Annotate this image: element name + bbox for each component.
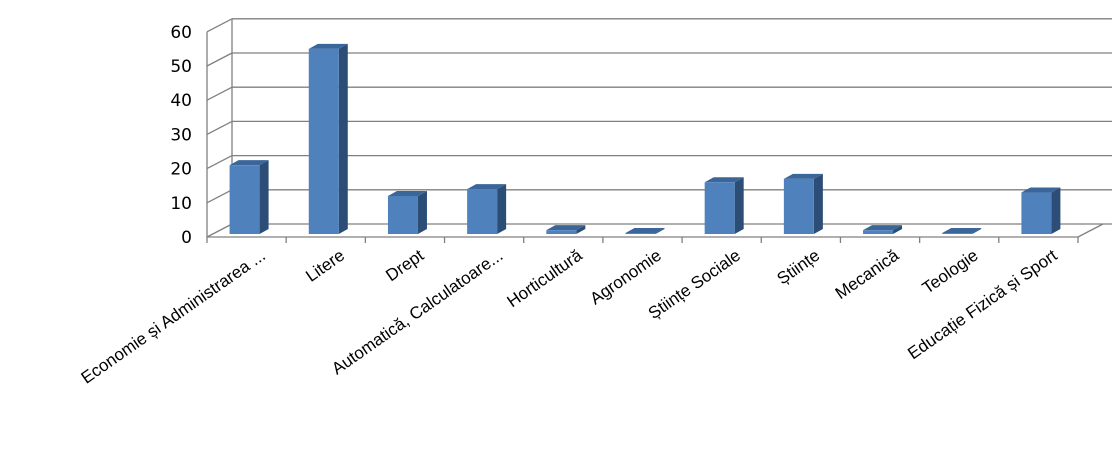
y-tick-label: 0 bbox=[181, 228, 192, 248]
bar-side bbox=[338, 43, 348, 235]
x-tick-label: Litere bbox=[302, 246, 348, 286]
bar-side bbox=[576, 225, 586, 234]
bar-side bbox=[972, 228, 982, 234]
y-tick-labels: 0 10 20 30 40 50 60 bbox=[170, 23, 192, 248]
bar-front bbox=[387, 195, 418, 234]
gridline-connector bbox=[206, 223, 233, 238]
x-tick-label: Drept bbox=[382, 246, 427, 286]
bar-side bbox=[417, 190, 427, 234]
x-tick-labels: Economie și Administrarea ... Litere Drept… bbox=[78, 245, 1061, 387]
bar-front bbox=[704, 182, 735, 234]
x-tick-label: Horticultură bbox=[504, 245, 587, 311]
bar-side bbox=[813, 173, 823, 234]
bar-front bbox=[229, 165, 260, 234]
bar bbox=[546, 225, 586, 234]
bar bbox=[308, 43, 348, 235]
gridline-connector bbox=[206, 52, 233, 67]
bar-top bbox=[467, 184, 507, 190]
x-tick-label: Economie și Administrarea ... bbox=[78, 246, 269, 388]
bar bbox=[387, 190, 427, 234]
bar bbox=[467, 184, 507, 234]
bar-top bbox=[387, 190, 427, 196]
bar bbox=[229, 160, 269, 234]
bar-front bbox=[1021, 192, 1052, 234]
bar-top bbox=[704, 177, 744, 183]
x-tick-label: Educație Fizică și Sport bbox=[904, 246, 1061, 364]
gridline-connector bbox=[206, 155, 233, 170]
bar-top bbox=[229, 160, 269, 166]
bar-top bbox=[308, 43, 348, 49]
y-tick-label: 50 bbox=[170, 57, 192, 77]
gridline-connector bbox=[206, 189, 233, 204]
gridline-connector bbox=[206, 86, 233, 101]
bar-top bbox=[625, 228, 665, 233]
x-ticks bbox=[206, 237, 1079, 243]
gridline-connector bbox=[206, 18, 233, 33]
bar-top bbox=[546, 225, 586, 231]
bar bbox=[783, 173, 823, 234]
bar bbox=[1021, 187, 1061, 234]
bar bbox=[942, 228, 982, 234]
bar-front bbox=[863, 230, 894, 234]
y-tick-label: 60 bbox=[170, 23, 192, 43]
x-tick-label: Științe bbox=[774, 246, 824, 289]
bar-front bbox=[625, 233, 656, 234]
bar-side bbox=[655, 228, 665, 234]
bar-side bbox=[734, 177, 744, 234]
gridline-connector bbox=[206, 120, 233, 135]
bar-side bbox=[1051, 187, 1061, 234]
y-tick-label: 10 bbox=[170, 194, 192, 214]
bar bbox=[863, 225, 903, 234]
bar-front bbox=[467, 189, 498, 234]
bar-side bbox=[893, 225, 903, 234]
bars bbox=[229, 43, 1061, 235]
bar-top bbox=[863, 225, 903, 231]
y-tick-label: 40 bbox=[170, 91, 192, 111]
bar bbox=[625, 228, 665, 234]
bar bbox=[704, 177, 744, 234]
bar-front bbox=[308, 48, 339, 235]
bar-front bbox=[546, 230, 577, 234]
x-tick-label: Teologie bbox=[919, 246, 982, 298]
bar-front bbox=[783, 178, 814, 234]
bar-top bbox=[1021, 187, 1061, 193]
gridlines bbox=[206, 18, 1112, 238]
y-tick-label: 20 bbox=[170, 160, 192, 180]
x-tick-label: Agronomie bbox=[587, 246, 665, 309]
bar-top bbox=[783, 173, 823, 179]
bar-side bbox=[259, 160, 269, 234]
bar-front bbox=[942, 233, 973, 234]
y-tick-label: 30 bbox=[170, 125, 192, 145]
floor-right-edge bbox=[1077, 223, 1104, 238]
bar-top bbox=[942, 228, 982, 233]
bar-side bbox=[497, 184, 507, 234]
x-tick-label: Mecanică bbox=[832, 245, 903, 303]
